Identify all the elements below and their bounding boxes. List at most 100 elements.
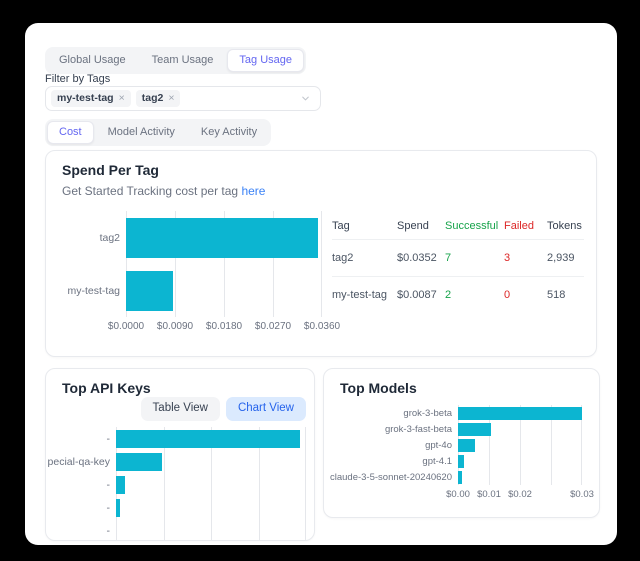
cell-spend: $0.0087 bbox=[397, 289, 437, 301]
gridline bbox=[163, 427, 165, 540]
bar-row bbox=[126, 211, 322, 264]
spend-per-tag-table: Tag Spend Successful Failed Tokens tag2 $0.035… bbox=[332, 213, 584, 313]
filter-by-tags-label: Filter by Tags bbox=[45, 73, 111, 85]
x-axis: $0.00 $0.01 $0.02 $0.03 bbox=[446, 489, 594, 501]
tab-global-usage[interactable]: Global Usage bbox=[59, 54, 126, 66]
bar-row bbox=[458, 437, 582, 453]
remove-tag-icon[interactable]: × bbox=[118, 92, 125, 105]
y-axis-label: claude-3-5-sonnet-20240620 bbox=[329, 471, 452, 483]
chevron-down-icon[interactable] bbox=[300, 93, 311, 104]
tab-tag-usage[interactable]: Tag Usage bbox=[227, 49, 305, 72]
gridline bbox=[273, 211, 274, 317]
spend-card-title: Spend Per Tag bbox=[62, 162, 159, 178]
chart-plot-column bbox=[116, 427, 306, 540]
bar-row bbox=[116, 450, 306, 473]
chart-plot-column: $0.00 $0.01 $0.02 $0.03 bbox=[446, 405, 594, 501]
bar-gpt-4-1 bbox=[458, 454, 465, 468]
bar-row bbox=[458, 453, 582, 469]
bar-pecial-qa-key bbox=[116, 452, 162, 471]
bar-row bbox=[458, 421, 582, 437]
column-header-failed: Failed bbox=[504, 220, 534, 232]
cell-spend: $0.0352 bbox=[397, 252, 437, 264]
bar-row bbox=[458, 405, 582, 421]
spend-per-tag-card: Spend Per Tag Get Started Tracking cost … bbox=[45, 150, 597, 357]
tab-model-activity[interactable]: Model Activity bbox=[107, 126, 175, 138]
gridline bbox=[211, 427, 212, 540]
spend-card-subtitle: Get Started Tracking cost per tag here bbox=[62, 184, 265, 198]
chart-plot bbox=[458, 405, 582, 485]
tab-cost[interactable]: Cost bbox=[47, 121, 94, 144]
chart-y-labels: grok-3-beta grok-3-fast-beta gpt-4o gpt-4.1… bbox=[329, 405, 458, 501]
bar-grok-3-fast-beta bbox=[458, 422, 492, 436]
tab-team-usage[interactable]: Team Usage bbox=[151, 54, 214, 66]
here-link[interactable]: here bbox=[241, 184, 266, 198]
cell-successful: 7 bbox=[445, 252, 452, 264]
table-view-button[interactable]: Table View bbox=[140, 397, 220, 421]
y-axis-label: - bbox=[106, 478, 111, 491]
gridline bbox=[321, 211, 322, 317]
bar-dash bbox=[116, 498, 121, 517]
x-tick-label: $0.0090 bbox=[156, 321, 194, 332]
x-tick-label: $0.0360 bbox=[303, 321, 341, 332]
selected-tags: my-test-tag × tag2 × bbox=[51, 90, 181, 107]
gridline bbox=[489, 405, 490, 485]
gridline bbox=[175, 211, 176, 317]
cell-tag: tag2 bbox=[332, 252, 354, 264]
tag-pill-my-test-tag: my-test-tag × bbox=[51, 90, 131, 107]
bar-claude-3-5-sonnet-20240620 bbox=[458, 470, 463, 484]
x-tick-label: $0.0000 bbox=[107, 321, 145, 332]
subtitle-text: Get Started Tracking cost per tag bbox=[62, 184, 239, 198]
cell-tokens: 518 bbox=[547, 289, 566, 301]
bar-grok-3-beta bbox=[458, 406, 582, 420]
chart-view-button[interactable]: Chart View bbox=[225, 397, 306, 421]
x-tick-label: $0.00 bbox=[446, 489, 470, 500]
api-keys-card-title: Top API Keys bbox=[62, 380, 151, 396]
y-axis-label: - bbox=[106, 501, 111, 514]
bar-row bbox=[116, 473, 306, 496]
bar-row bbox=[126, 264, 322, 317]
column-header-tokens: Tokens bbox=[547, 220, 582, 232]
table-header-row: Tag Spend Successful Failed Tokens bbox=[332, 213, 584, 239]
cell-tokens: 2,939 bbox=[547, 252, 575, 264]
bar-dash bbox=[116, 429, 301, 448]
top-models-card: Top Models grok-3-beta grok-3-fast-beta gp… bbox=[323, 368, 600, 518]
y-axis-label: grok-3-fast-beta bbox=[384, 423, 452, 435]
y-axis-label: pecial-qa-key bbox=[47, 455, 110, 468]
x-tick-label: $0.03 bbox=[570, 489, 594, 500]
tab-key-activity[interactable]: Key Activity bbox=[200, 126, 258, 138]
bar-row bbox=[116, 427, 306, 450]
chart-y-labels: tag2 my-test-tag bbox=[58, 211, 126, 333]
x-tick-label: $0.0270 bbox=[254, 321, 292, 332]
table-row: tag2 $0.0352 7 3 2,939 bbox=[332, 239, 584, 276]
bar-dash bbox=[116, 475, 125, 494]
y-axis-label: my-test-tag bbox=[67, 284, 120, 297]
gridline bbox=[305, 427, 306, 540]
y-axis-label: grok-3-beta bbox=[403, 407, 452, 419]
tag-pill-label: tag2 bbox=[141, 92, 164, 105]
gridline bbox=[126, 211, 127, 317]
y-axis-label: - bbox=[106, 432, 111, 445]
chart-y-labels: - pecial-qa-key - - - bbox=[47, 427, 116, 540]
chart-plot-column: $0.0000 $0.0090 $0.0180 $0.0270 $0.0360 bbox=[108, 211, 340, 333]
bar-my-test-tag bbox=[126, 270, 174, 311]
view-toggle: Table View Chart View bbox=[140, 397, 306, 421]
bar-row bbox=[116, 519, 306, 540]
y-axis-label: - bbox=[106, 524, 111, 537]
y-axis-label: gpt-4.1 bbox=[422, 455, 452, 467]
tag-filter-select[interactable]: my-test-tag × tag2 × bbox=[45, 86, 321, 111]
column-header-successful: Successful bbox=[445, 220, 499, 232]
top-api-keys-card: Top API Keys Table View Chart View - pecia… bbox=[45, 368, 315, 541]
main-panel: Global Usage Team Usage Tag Usage Filter b… bbox=[25, 23, 617, 545]
gridline bbox=[224, 211, 225, 317]
column-header-tag: Tag bbox=[332, 220, 350, 232]
bar-row bbox=[116, 496, 306, 519]
remove-tag-icon[interactable]: × bbox=[168, 92, 175, 105]
column-header-spend: Spend bbox=[397, 220, 429, 232]
x-axis: $0.0000 $0.0090 $0.0180 $0.0270 $0.0360 bbox=[108, 321, 340, 333]
cell-failed: 3 bbox=[504, 252, 511, 264]
x-tick-label: $0.01 bbox=[477, 489, 501, 500]
chart-plot bbox=[126, 211, 322, 317]
gridline bbox=[520, 405, 521, 485]
chart-plot bbox=[116, 427, 306, 540]
bar-tag2 bbox=[126, 217, 318, 258]
